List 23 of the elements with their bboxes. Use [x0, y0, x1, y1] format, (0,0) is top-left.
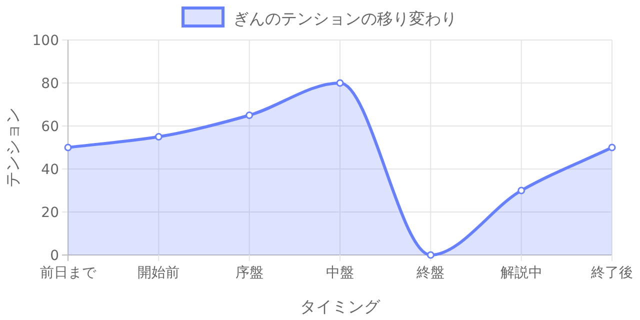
point: [154, 133, 162, 140]
point: [608, 144, 616, 152]
point: [246, 112, 254, 119]
x-tick-label: 開始前: [138, 265, 180, 281]
y-tick-label: 40: [41, 162, 59, 178]
x-tick-label: 序盤: [235, 265, 264, 281]
x-tick-label: 前日まで: [40, 265, 97, 281]
legend-label: ぎんのテンションの移り変わり: [233, 9, 457, 28]
y-tick-label: 0: [50, 248, 59, 264]
point: [64, 144, 72, 152]
point: [518, 186, 526, 194]
x-tick-label: 解説中: [500, 265, 542, 281]
y-tick-label: 100: [32, 33, 59, 49]
x-axis-title: タイミング: [300, 297, 381, 316]
y-tick-label: 60: [41, 119, 59, 135]
point: [426, 251, 434, 259]
x-tick-label: 終了後: [590, 265, 633, 281]
y-axis-title: テンション: [3, 108, 22, 188]
y-tick-label: 20: [41, 205, 59, 221]
x-tick-label: 終盤: [416, 265, 445, 281]
y-tick-label: 80: [41, 76, 59, 92]
x-tick-label: 中盤: [326, 265, 354, 281]
point: [336, 79, 344, 87]
